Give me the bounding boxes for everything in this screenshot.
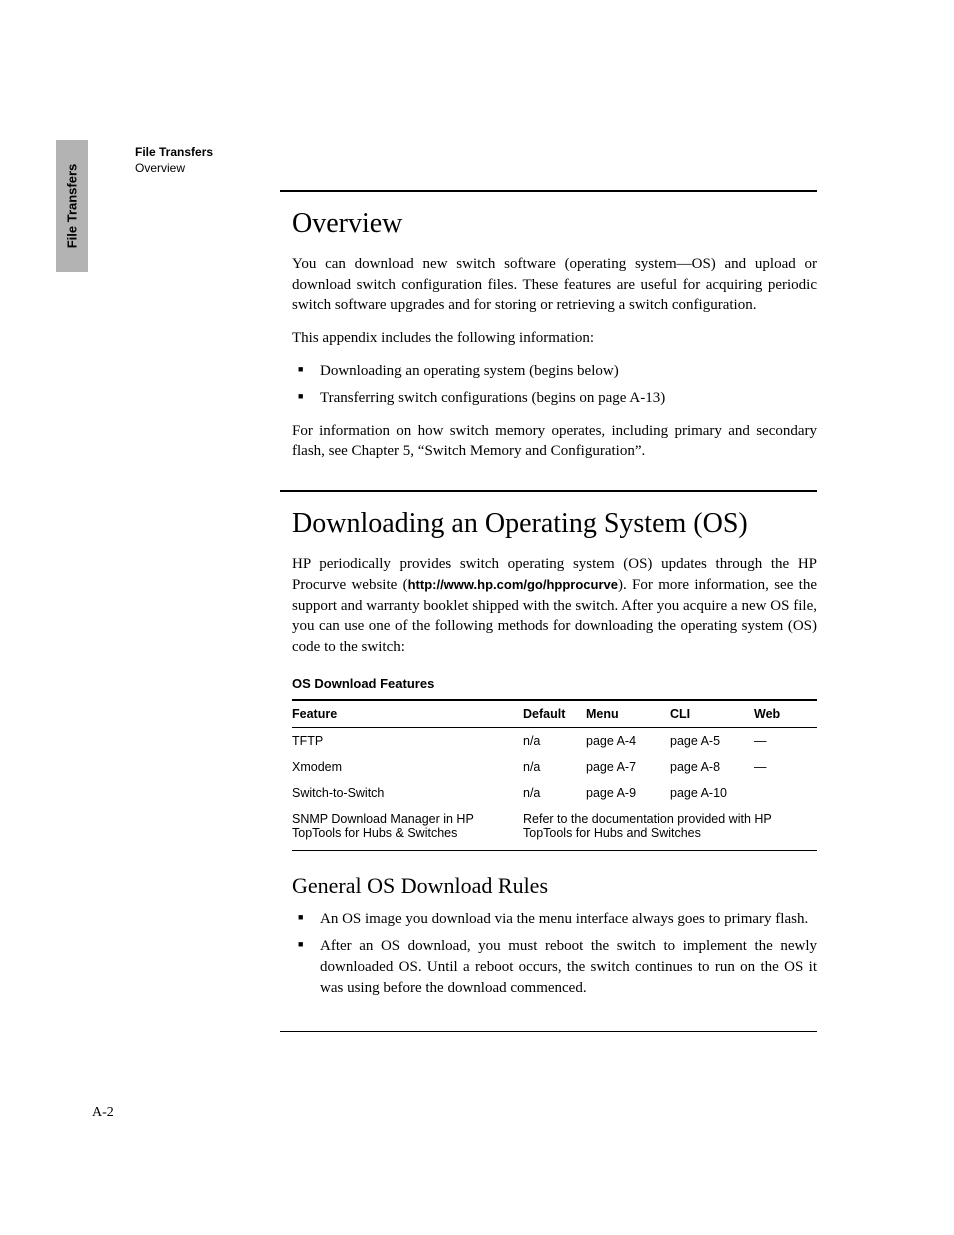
overview-bullets: Downloading an operating system (begins … <box>292 361 817 409</box>
content: Overview You can download new switch sof… <box>130 190 824 1032</box>
page-number: A-2 <box>92 1105 114 1121</box>
list-item: Transferring switch configurations (begi… <box>292 388 817 409</box>
section-rule-2 <box>280 490 817 492</box>
overview-p1: You can download new switch software (op… <box>292 254 817 316</box>
overview-p3: For information on how switch memory ope… <box>292 421 817 462</box>
cell: page A-7 <box>586 754 670 780</box>
cell: page A-9 <box>586 780 670 806</box>
download-p1: HP periodically provides switch operatin… <box>292 554 817 657</box>
cell: page A-8 <box>670 754 754 780</box>
table-row: Xmodem n/a page A-7 page A-8 — <box>292 754 817 780</box>
table-row: Switch-to-Switch n/a page A-9 page A-10 <box>292 780 817 806</box>
rules-heading: General OS Download Rules <box>292 873 817 899</box>
download-url: http://www.hp.com/go/hpprocurve <box>408 577 618 592</box>
list-item: After an OS download, you must reboot th… <box>292 936 817 999</box>
col-feature: Feature <box>292 700 523 728</box>
cell: page A-4 <box>586 727 670 754</box>
page: File Transfers File Transfers Overview O… <box>0 0 954 1235</box>
side-tab: File Transfers <box>56 140 88 272</box>
table-title: OS Download Features <box>292 676 817 691</box>
cell: SNMP Download Manager in HP TopTools for… <box>292 806 523 851</box>
col-menu: Menu <box>586 700 670 728</box>
download-heading: Downloading an Operating System (OS) <box>292 508 817 540</box>
col-cli: CLI <box>670 700 754 728</box>
col-web: Web <box>754 700 817 728</box>
section-rule-1 <box>280 190 817 192</box>
cell: n/a <box>523 727 586 754</box>
cell: Switch-to-Switch <box>292 780 523 806</box>
footer-rule <box>280 1031 817 1032</box>
cell: Xmodem <box>292 754 523 780</box>
rules-list: An OS image you download via the menu in… <box>292 909 817 999</box>
running-head-sub: Overview <box>135 160 213 176</box>
running-head: File Transfers Overview <box>135 144 213 176</box>
running-head-title: File Transfers <box>135 144 213 160</box>
cell: page A-5 <box>670 727 754 754</box>
cell-span: Refer to the documentation provided with… <box>523 806 817 851</box>
cell: n/a <box>523 780 586 806</box>
cell: — <box>754 727 817 754</box>
overview-heading: Overview <box>292 208 817 240</box>
table-row: SNMP Download Manager in HP TopTools for… <box>292 806 817 851</box>
cell: page A-10 <box>670 780 754 806</box>
list-item: An OS image you download via the menu in… <box>292 909 817 930</box>
list-item: Downloading an operating system (begins … <box>292 361 817 382</box>
overview-p2: This appendix includes the following inf… <box>292 328 817 349</box>
os-download-features-table: Feature Default Menu CLI Web TFTP n/a pa… <box>292 699 817 851</box>
col-default: Default <box>523 700 586 728</box>
cell: n/a <box>523 754 586 780</box>
side-tab-label: File Transfers <box>65 164 80 249</box>
cell <box>754 780 817 806</box>
table-row: TFTP n/a page A-4 page A-5 — <box>292 727 817 754</box>
table-header-row: Feature Default Menu CLI Web <box>292 700 817 728</box>
cell: — <box>754 754 817 780</box>
cell: TFTP <box>292 727 523 754</box>
